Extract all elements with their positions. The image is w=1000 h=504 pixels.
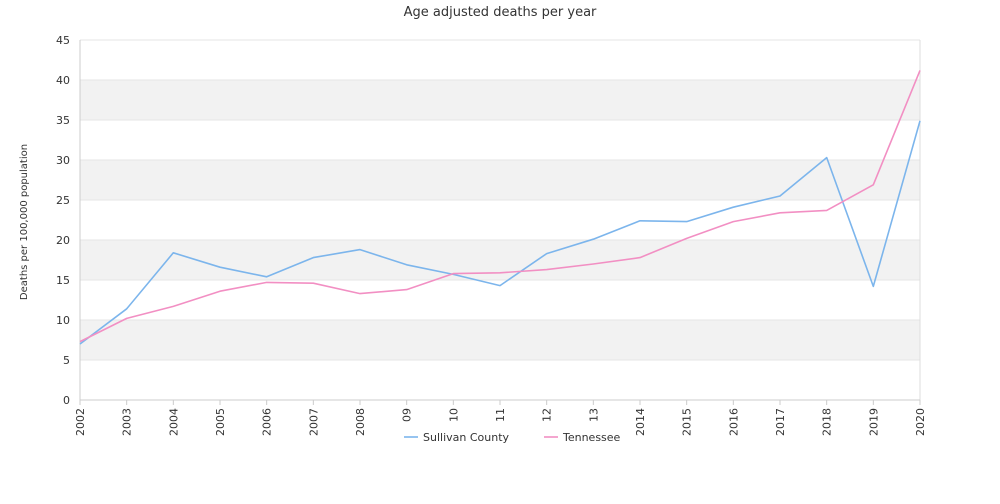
x-tick-label: 2006 bbox=[261, 408, 274, 436]
x-tick-label: 2004 bbox=[167, 408, 180, 436]
x-tick-label: 2002 bbox=[74, 408, 87, 436]
grid-bands bbox=[80, 39, 920, 401]
x-tick-label: 10 bbox=[447, 408, 460, 422]
x-tick-label: 2016 bbox=[727, 408, 740, 436]
y-tick-label: 0 bbox=[63, 394, 70, 407]
y-axis-label: Deaths per 100,000 population bbox=[19, 144, 30, 300]
x-tick-label: 2017 bbox=[774, 408, 787, 436]
x-tick-label: 2007 bbox=[307, 408, 320, 436]
x-tick-label: 2008 bbox=[354, 408, 367, 436]
x-tick-label: 2018 bbox=[821, 408, 834, 436]
y-tick-label: 35 bbox=[56, 114, 70, 127]
x-tick-label: 11 bbox=[494, 408, 507, 422]
x-tick-label: 2019 bbox=[867, 408, 880, 436]
x-tick-label: 2015 bbox=[681, 408, 694, 436]
y-tick-label: 40 bbox=[56, 74, 70, 87]
x-tick-label: 2003 bbox=[121, 408, 134, 436]
grid-band bbox=[80, 320, 920, 360]
y-tick-label: 10 bbox=[56, 314, 70, 327]
y-tick-label: 5 bbox=[63, 354, 70, 367]
y-axis-ticks: 0 5 10 15 20 25 30 35 40 45 bbox=[56, 34, 70, 407]
series-line-sullivan-county bbox=[79, 120, 921, 345]
x-tick-label: 2005 bbox=[214, 408, 227, 436]
legend-item-tennessee[interactable]: Tennessee bbox=[544, 431, 621, 444]
x-tick-label: 2020 bbox=[914, 408, 927, 436]
x-tick-label: 2014 bbox=[634, 408, 647, 436]
x-tick-label: 12 bbox=[541, 408, 554, 422]
y-tick-label: 30 bbox=[56, 154, 70, 167]
legend-item-sullivan-county[interactable]: Sullivan County bbox=[404, 431, 510, 444]
x-tick-label: 09 bbox=[401, 408, 414, 422]
legend-label: Sullivan County bbox=[423, 431, 510, 444]
chart-title: Age adjusted deaths per year bbox=[404, 5, 597, 20]
y-tick-label: 15 bbox=[56, 274, 70, 287]
y-tick-label: 45 bbox=[56, 34, 70, 47]
series-lines bbox=[79, 70, 921, 345]
y-tick-label: 25 bbox=[56, 194, 70, 207]
grid-band bbox=[80, 160, 920, 200]
legend[interactable]: Sullivan County Tennessee bbox=[404, 431, 621, 444]
grid-band bbox=[80, 240, 920, 280]
x-axis-ticks: 2002 2003 2004 2005 2006 2007 2008 09 10 11 12 13 20… bbox=[74, 400, 927, 436]
grid-band bbox=[80, 80, 920, 120]
y-tick-label: 20 bbox=[56, 234, 70, 247]
legend-label: Tennessee bbox=[562, 431, 621, 444]
series-line-tennessee bbox=[79, 70, 921, 343]
x-tick-label: 13 bbox=[587, 408, 600, 422]
